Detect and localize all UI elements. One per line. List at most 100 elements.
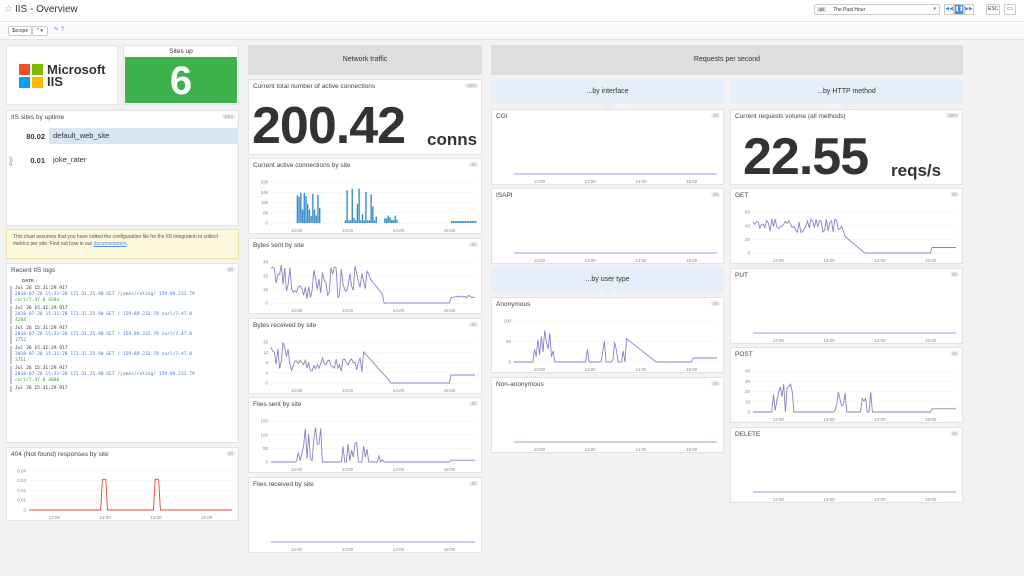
log-entry[interactable]: Jul 26 15:31:29.917 2018-07-26 15:31:28 1… bbox=[10, 346, 236, 364]
active-connections-total-panel[interactable]: Current total number of active connectio… bbox=[248, 79, 482, 155]
files-sent-chart: 0 50 100 150 12:00 13:00 14:00 15:00 bbox=[260, 419, 475, 472]
log-line: 2018-07-26 15:31:28 172.31.25.90 GET /jo… bbox=[15, 292, 195, 297]
y-tick-label: 30 bbox=[745, 379, 751, 384]
x-tick-label: 14:00 bbox=[393, 467, 405, 472]
bytes-received-panel[interactable]: Bytes received by site 4h 0 4 8 12 16 12:00 13… bbox=[248, 318, 482, 394]
files-received-panel[interactable]: Files received by site 4h 12:00 13:00 14:0… bbox=[248, 477, 482, 553]
chart-bar bbox=[358, 188, 360, 223]
series-line bbox=[514, 330, 717, 363]
chart-bar bbox=[384, 218, 386, 223]
chart-bar bbox=[300, 192, 302, 223]
time-range-tag: 1h bbox=[817, 7, 827, 12]
scope-label: $scope bbox=[8, 26, 33, 36]
panel-title: ISAPI bbox=[496, 192, 513, 199]
chart-bar bbox=[315, 215, 317, 223]
series-line bbox=[752, 218, 956, 254]
x-tick-label: 13:00 bbox=[823, 338, 835, 343]
chart-bar bbox=[361, 214, 364, 223]
log-entry[interactable]: Jul 26 15:31:29.917 bbox=[10, 386, 236, 392]
uptime-panel[interactable]: IIS sites by uptime 10m 80.02 default_we… bbox=[6, 110, 239, 226]
panel-badge: 10m bbox=[222, 114, 235, 119]
chart-bar bbox=[344, 220, 347, 223]
recent-logs-panel[interactable]: Recent IIS logs 4h bbox=[6, 263, 239, 443]
chart-bar bbox=[355, 220, 357, 223]
non-anonymous-panel[interactable]: Non-anonymous 4h 12:00 13:00 14:00 15:00 bbox=[491, 377, 724, 453]
series-line bbox=[29, 478, 232, 511]
panel-badge: 4h bbox=[225, 267, 235, 272]
x-tick-label: 12:00 bbox=[291, 388, 303, 393]
delete-panel[interactable]: DELETE 4h 12:00 13:00 14:00 15:00 bbox=[730, 427, 963, 503]
y-tick-label: 0.02 bbox=[17, 488, 26, 493]
chart-bar bbox=[298, 196, 300, 223]
tv-mode-icon[interactable]: ▭ bbox=[1004, 4, 1016, 15]
time-range-selector[interactable]: 1h The Past Hour ▾ bbox=[814, 4, 940, 15]
chart-bar bbox=[368, 220, 371, 223]
panel-badge: 4h bbox=[710, 192, 720, 197]
x-tick-label: 15:00 bbox=[925, 417, 937, 422]
x-tick-label: 13:00 bbox=[823, 417, 835, 422]
active-connections-site-chart: 0 8k 16k 24k 32k 12:00 13:00 14:00 15:00 bbox=[261, 180, 477, 233]
x-tick-label: 13:00 bbox=[342, 467, 354, 472]
log-entry[interactable]: Jul 26 15:31:29.917 2018-07-26 15:31:28 1… bbox=[10, 286, 236, 304]
star-icon[interactable]: ☆ bbox=[4, 4, 13, 15]
log-date: Jul 26 15:31:29.917 bbox=[15, 326, 68, 331]
y-tick-label: 0 bbox=[747, 410, 750, 415]
chart-bar bbox=[461, 221, 463, 223]
esc-button[interactable]: ESC bbox=[986, 4, 1000, 15]
chart-bar bbox=[466, 221, 468, 223]
requests-volume-panel[interactable]: Current requests volume (all methods) 10… bbox=[730, 109, 963, 186]
chart-bar bbox=[451, 221, 453, 223]
bytes-sent-panel[interactable]: Bytes sent by site 4h 0 16 32 48 12:00 13:00 1… bbox=[248, 238, 482, 314]
cgi-panel[interactable]: CGI 4h 12:00 13:00 14:00 15:00 bbox=[491, 109, 724, 185]
log-entry[interactable]: Jul 26 15:31:29.917 2018-07-26 15:31:28 1… bbox=[10, 306, 236, 324]
log-date: Jul 26 15:31:29.917 bbox=[15, 346, 68, 351]
get-panel[interactable]: GET 4h 0 20 40 60 12:00 13:00 14:00 15:00 bbox=[730, 188, 963, 264]
logo-brand: Microsoft bbox=[47, 62, 106, 77]
not-found-panel[interactable]: 404 (Not found) responses by site 4h 0 0.… bbox=[6, 447, 239, 521]
put-panel[interactable]: PUT 4h 12:00 13:00 14:00 15:00 bbox=[730, 268, 963, 344]
y-tick-label: 0 bbox=[747, 251, 750, 256]
isapi-panel[interactable]: ISAPI 4h 12:00 13:00 14:00 15:00 bbox=[491, 188, 724, 264]
anonymous-panel[interactable]: Anonymous 4h 0 50 100 12:00 13:00 14:00 15:00 bbox=[491, 297, 724, 373]
y-tick-label: 20 bbox=[745, 237, 751, 242]
edit-icon[interactable]: ✎ ? bbox=[54, 27, 65, 33]
info-note: This chart assumes that you have edited … bbox=[6, 229, 239, 259]
panel-title: Current requests volume (all methods) bbox=[735, 113, 846, 120]
scope-select[interactable]: * ▾ bbox=[32, 26, 48, 36]
chart-bar bbox=[353, 217, 355, 223]
group-title: ...by HTTP method bbox=[817, 88, 876, 95]
x-tick-label: 13:00 bbox=[823, 258, 835, 263]
y-tick-label: 40 bbox=[745, 223, 751, 228]
chart-bar bbox=[346, 190, 348, 223]
x-tick-label: 15:00 bbox=[925, 338, 937, 343]
post-panel[interactable]: POST 4h 0 10 20 30 40 12:00 13:00 14:00 15:00 bbox=[730, 347, 963, 423]
y-tick-label: 10 bbox=[745, 399, 751, 404]
y-tick-label: 48 bbox=[263, 260, 269, 265]
y-tick-label: 16 bbox=[263, 340, 269, 345]
help-icon[interactable]: ? bbox=[60, 27, 65, 33]
y-tick-label: 8k bbox=[263, 210, 269, 215]
documentation-link[interactable]: documentation bbox=[93, 241, 127, 247]
chart-bar bbox=[392, 220, 395, 223]
microsoft-iis-logo: Microsoft IIS bbox=[6, 45, 118, 105]
log-entry[interactable]: Jul 26 15:31:29.917 2018-07-26 15:31:28 1… bbox=[10, 326, 236, 344]
x-tick-label: 13:00 bbox=[99, 515, 111, 520]
y-tick-label: 0 bbox=[265, 381, 268, 386]
chart-bar bbox=[348, 220, 350, 223]
pause-button[interactable]: ❚❚ bbox=[954, 4, 964, 15]
rewind-button[interactable]: ◀◀ bbox=[944, 4, 954, 15]
x-tick-label: 14:00 bbox=[393, 388, 405, 393]
series-line bbox=[270, 342, 475, 384]
log-date: Jul 26 15:31:29.917 bbox=[15, 286, 68, 291]
log-entry[interactable]: Jul 26 15:31:29.917 2018-07-26 15:31:28 1… bbox=[10, 366, 236, 384]
x-tick-label: 12:00 bbox=[534, 258, 546, 263]
active-connections-site-panel[interactable]: Current active connections by site 4h 0 8… bbox=[248, 158, 482, 234]
log-date-column[interactable]: DATE ↓ bbox=[22, 278, 38, 283]
forward-button[interactable]: ▶▶ bbox=[964, 4, 974, 15]
sites-up-widget[interactable]: Sites up 6 bbox=[123, 45, 239, 105]
panel-badge: 4h bbox=[710, 113, 720, 118]
files-sent-panel[interactable]: Files sent by site 4h 0 50 100 150 12:00 13:0… bbox=[248, 397, 482, 473]
microsoft-logo-icon bbox=[19, 64, 43, 88]
x-tick-label: 14:00 bbox=[635, 179, 647, 184]
requests-volume-value: 22.55 bbox=[743, 128, 869, 186]
